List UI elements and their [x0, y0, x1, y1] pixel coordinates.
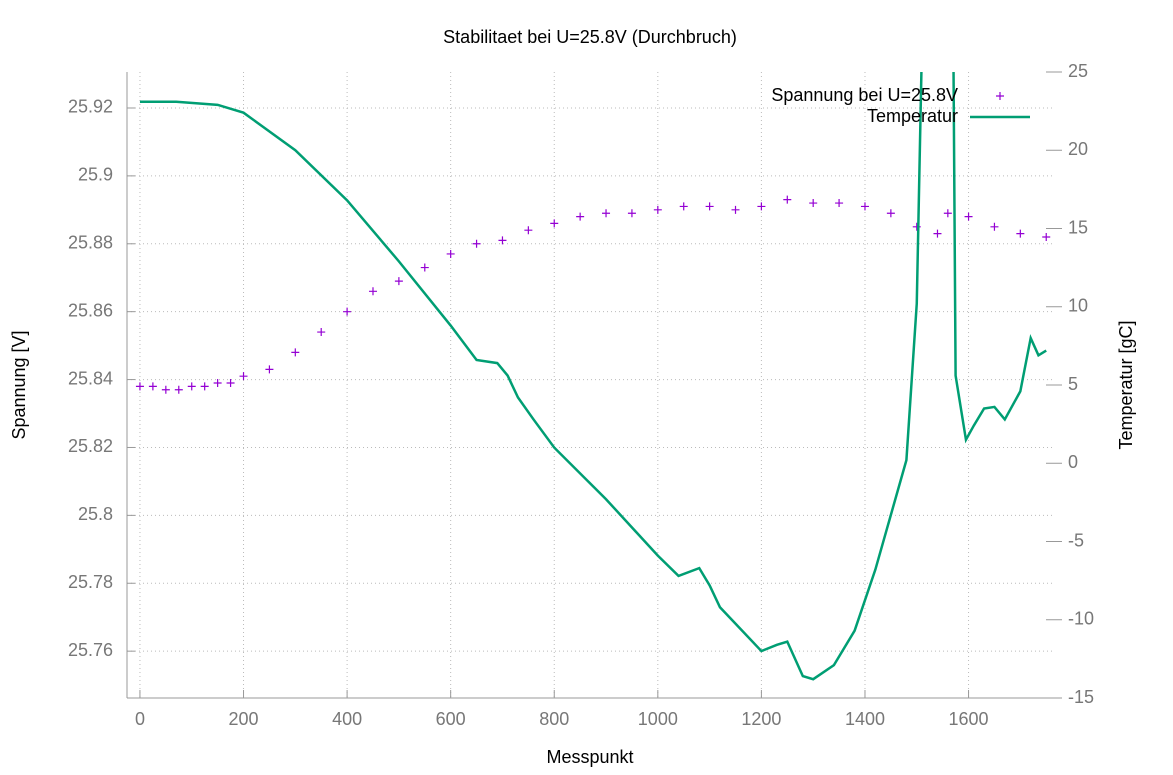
data-point: [498, 236, 507, 245]
data-point: [343, 307, 352, 316]
y-tick-label: 25.86: [68, 300, 113, 320]
y-tick-label: 25.78: [68, 572, 113, 592]
y2-tick-label: -10: [1068, 609, 1094, 629]
y-tick-label: 25.92: [68, 97, 113, 117]
y2-tick-label: 15: [1068, 217, 1088, 237]
data-point: [265, 365, 274, 374]
data-point: [161, 385, 170, 394]
data-point: [472, 239, 481, 248]
legend-label: Spannung bei U=25.8V: [771, 85, 958, 105]
x-tick-label: 1400: [845, 709, 885, 729]
data-point: [1016, 229, 1025, 238]
x-tick-label: 200: [228, 709, 258, 729]
data-point: [731, 205, 740, 214]
x-tick-label: 400: [332, 709, 362, 729]
data-point: [627, 209, 636, 218]
data-point: [135, 382, 144, 391]
x-tick-label: 600: [436, 709, 466, 729]
data-point: [705, 202, 714, 211]
y-axis-label: Spannung [V]: [9, 330, 29, 439]
data-point: [226, 378, 235, 387]
y-tick-label: 25.82: [68, 436, 113, 456]
data-point: [524, 226, 533, 235]
chart-title: Stabilitaet bei U=25.8V (Durchbruch): [443, 27, 737, 47]
x-tick-label: 1200: [741, 709, 781, 729]
data-point: [187, 382, 196, 391]
y-tick-label: 25.76: [68, 640, 113, 660]
y2-tick-label: -5: [1068, 530, 1084, 550]
data-point: [757, 202, 766, 211]
data-point: [860, 202, 869, 211]
data-point: [368, 287, 377, 296]
data-point: [783, 195, 792, 204]
data-point: [990, 222, 999, 231]
y-tick-label: 25.84: [68, 368, 113, 388]
data-point: [1042, 232, 1051, 241]
y2-tick-label: 10: [1068, 296, 1088, 316]
data-point: [679, 202, 688, 211]
y-tick-label: 25.8: [78, 504, 113, 524]
data-point: [886, 209, 895, 218]
data-point: [576, 212, 585, 221]
y2-tick-label: 20: [1068, 139, 1088, 159]
data-point: [291, 348, 300, 357]
data-point: [213, 378, 222, 387]
data-point: [602, 209, 611, 218]
y2-tick-label: 0: [1068, 452, 1078, 472]
y2-tick-label: 5: [1068, 374, 1078, 394]
data-point: [933, 229, 942, 238]
data-point: [964, 212, 973, 221]
x-tick-label: 0: [135, 709, 145, 729]
x-tick-label: 1000: [638, 709, 678, 729]
data-point: [550, 219, 559, 228]
data-point: [835, 199, 844, 208]
data-point: [317, 328, 326, 337]
data-point: [239, 372, 248, 381]
data-point: [809, 199, 818, 208]
y2-tick-label: 25: [1068, 61, 1088, 81]
data-point: [174, 385, 183, 394]
data-point: [394, 277, 403, 286]
x-tick-label: 1600: [949, 709, 989, 729]
data-line: [139, 72, 1047, 681]
data-point: [148, 382, 157, 391]
data-point: [200, 382, 209, 391]
y2-tick-label: -15: [1068, 687, 1094, 707]
data-point: [943, 209, 952, 218]
legend-label: Temperatur: [867, 106, 958, 126]
legend-marker: [996, 92, 1004, 100]
y-tick-label: 25.88: [68, 233, 113, 253]
data-point: [420, 263, 429, 272]
data-point: [653, 205, 662, 214]
data-point: [446, 249, 455, 258]
y2-axis-label: Temperatur [gC]: [1116, 320, 1136, 449]
plot-area: [135, 72, 1051, 681]
x-axis-label: Messpunkt: [546, 747, 633, 767]
y-tick-label: 25.9: [78, 165, 113, 185]
x-tick-label: 800: [539, 709, 569, 729]
